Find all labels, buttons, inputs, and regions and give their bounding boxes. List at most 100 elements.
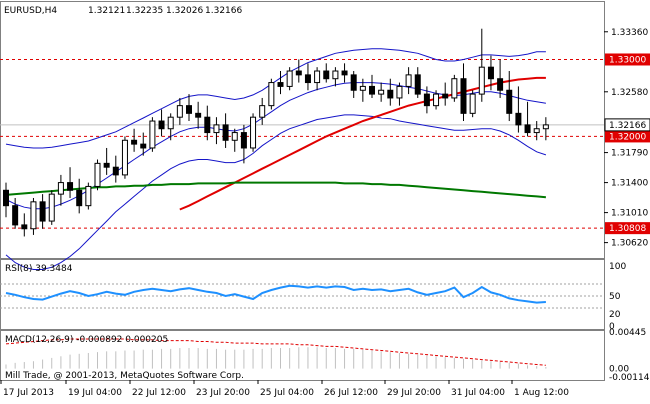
- rsi-axis-label: 50: [609, 292, 621, 302]
- rsi-layer: [0, 283, 604, 309]
- macd-panel-frame: [0, 330, 605, 381]
- rsi-axis-label: 0: [609, 322, 615, 332]
- candle-body: [222, 124, 229, 141]
- candle: [268, 78, 275, 110]
- candle-body: [295, 70, 302, 76]
- candle: [57, 174, 64, 206]
- candle: [12, 197, 19, 229]
- candle: [433, 90, 440, 110]
- candles: [3, 28, 549, 237]
- candle-body: [30, 201, 37, 230]
- candle-body: [231, 132, 238, 141]
- time-tick-label: 19 Jul 04:00: [68, 388, 122, 398]
- symbol-label: EURUSD,H4: [4, 6, 57, 16]
- candle-body: [176, 105, 183, 118]
- candle-body: [359, 85, 366, 91]
- candle: [131, 128, 138, 152]
- candle-body: [286, 70, 293, 87]
- open-value: 1.32121: [88, 6, 125, 16]
- candle: [277, 71, 284, 95]
- macd-axis-label: 0.00: [609, 365, 629, 375]
- candle-body: [48, 193, 55, 222]
- candle-body: [250, 116, 257, 149]
- candle: [167, 113, 174, 141]
- time-tick-label: 25 Jul 04:00: [260, 388, 314, 398]
- indicator-line: [5, 114, 547, 270]
- candle-body: [515, 112, 522, 126]
- candle-body: [469, 93, 476, 114]
- level-price-marker: [605, 222, 650, 235]
- candle: [186, 94, 192, 122]
- candle-body: [21, 224, 28, 230]
- watermark: Mill Trade, @ 2001-2013, MetaQuotes Soft…: [5, 371, 244, 381]
- candle-body: [433, 93, 440, 107]
- candle-body: [85, 185, 92, 207]
- candle-body: [497, 78, 504, 91]
- candle-body: [213, 124, 220, 134]
- candle-body: [341, 70, 348, 76]
- candle-body: [131, 139, 138, 145]
- candle: [286, 67, 293, 91]
- candle-body: [506, 89, 513, 114]
- low-value: 1.32026: [166, 6, 203, 16]
- candle: [250, 113, 257, 152]
- candle-body: [542, 124, 549, 130]
- time-tick-label: 26 Jul 12:00: [324, 388, 378, 398]
- candle: [350, 71, 357, 98]
- level-price-label: 1.32000: [609, 132, 646, 142]
- candle-body: [277, 82, 284, 87]
- candle-body: [259, 105, 266, 118]
- candle: [405, 67, 412, 95]
- candle-body: [396, 85, 403, 99]
- candle-body: [442, 93, 449, 99]
- candle-body: [533, 128, 540, 134]
- candle-body: [121, 139, 128, 176]
- price-tick-label: 1.32580: [611, 88, 648, 98]
- candle-body: [94, 162, 101, 187]
- candle-body: [186, 105, 192, 114]
- candle: [487, 55, 494, 91]
- candle-body: [350, 74, 357, 91]
- candle: [67, 167, 74, 198]
- level-price-marker: [605, 53, 650, 66]
- candle-body: [149, 120, 156, 149]
- candle: [460, 63, 467, 122]
- current-price-marker: [604, 118, 650, 132]
- candle: [103, 147, 110, 175]
- candle-body: [314, 70, 321, 84]
- candle: [497, 59, 504, 98]
- candle-body: [103, 162, 110, 168]
- candle: [231, 128, 238, 152]
- candle: [442, 82, 449, 106]
- price-tick-label: 1.31010: [611, 209, 648, 219]
- candle-body: [332, 70, 339, 80]
- candle: [295, 59, 302, 83]
- candle-body: [304, 74, 311, 84]
- candle: [542, 117, 549, 141]
- level-price-label: 1.30808: [609, 224, 646, 234]
- rsi-label: RSI(8) 39.3484: [5, 264, 73, 274]
- time-tick-label: 17 Jul 2013: [3, 388, 54, 398]
- level-price-label: 1.33000: [609, 55, 646, 65]
- rsi-panel-frame: [0, 259, 605, 330]
- candle-body: [204, 116, 211, 134]
- candle-body: [387, 89, 394, 99]
- candle-body: [478, 66, 485, 95]
- candle: [222, 113, 229, 148]
- indicator-line: [5, 181, 546, 199]
- time-tick-label: 22 Jul 12:00: [132, 388, 186, 398]
- candle-body: [323, 70, 330, 80]
- candle: [112, 155, 119, 183]
- time-tick-label: 23 Jul 20:00: [196, 388, 250, 398]
- candle-body: [405, 74, 412, 87]
- indicator-line: [179, 76, 546, 211]
- candle: [94, 159, 101, 191]
- candle-body: [67, 182, 74, 191]
- candle: [85, 182, 92, 210]
- candle-body: [460, 78, 467, 114]
- candle: [21, 213, 28, 237]
- candle: [39, 194, 46, 229]
- candle: [478, 28, 485, 102]
